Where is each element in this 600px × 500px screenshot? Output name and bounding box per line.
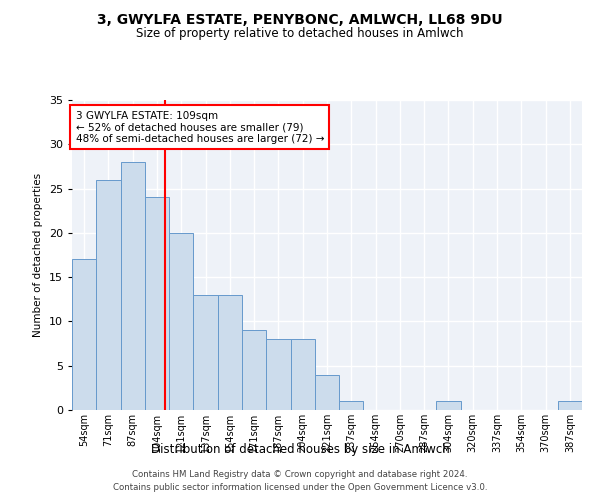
Bar — [96, 180, 121, 410]
Bar — [290, 339, 315, 410]
Bar — [193, 295, 218, 410]
Bar — [558, 401, 582, 410]
Bar — [169, 233, 193, 410]
Bar — [315, 374, 339, 410]
Text: 3 GWYLFA ESTATE: 109sqm
← 52% of detached houses are smaller (79)
48% of semi-de: 3 GWYLFA ESTATE: 109sqm ← 52% of detache… — [76, 110, 324, 144]
Bar — [339, 401, 364, 410]
Text: 3, GWYLFA ESTATE, PENYBONC, AMLWCH, LL68 9DU: 3, GWYLFA ESTATE, PENYBONC, AMLWCH, LL68… — [97, 12, 503, 26]
Text: Contains HM Land Registry data © Crown copyright and database right 2024.: Contains HM Land Registry data © Crown c… — [132, 470, 468, 479]
Text: Size of property relative to detached houses in Amlwch: Size of property relative to detached ho… — [136, 28, 464, 40]
Bar — [72, 260, 96, 410]
Bar — [266, 339, 290, 410]
Text: Distribution of detached houses by size in Amlwch: Distribution of detached houses by size … — [151, 442, 449, 456]
Bar — [242, 330, 266, 410]
Bar — [145, 198, 169, 410]
Bar — [121, 162, 145, 410]
Bar — [436, 401, 461, 410]
Text: Contains public sector information licensed under the Open Government Licence v3: Contains public sector information licen… — [113, 482, 487, 492]
Bar — [218, 295, 242, 410]
Y-axis label: Number of detached properties: Number of detached properties — [33, 173, 43, 337]
